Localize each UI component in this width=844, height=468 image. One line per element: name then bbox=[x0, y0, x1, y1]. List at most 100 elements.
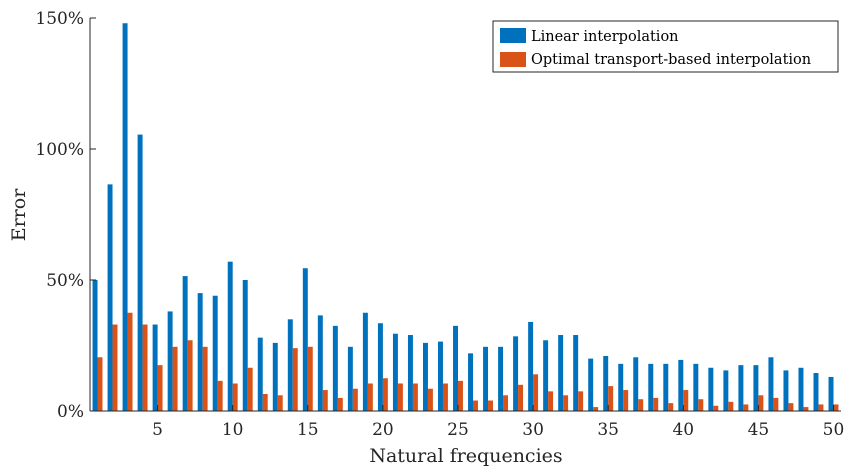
bar-linear-26 bbox=[468, 353, 474, 411]
bar-optimal-transport-44 bbox=[743, 404, 749, 411]
bar-optimal-transport-40 bbox=[683, 390, 689, 411]
bar-linear-6 bbox=[167, 311, 173, 411]
x-tick-label-50: 50 bbox=[823, 420, 844, 440]
bar-linear-8 bbox=[197, 293, 203, 411]
x-tick-label-25: 25 bbox=[447, 420, 469, 440]
bar-optimal-transport-47 bbox=[788, 403, 794, 411]
bar-optimal-transport-3 bbox=[127, 312, 133, 411]
bar-linear-30 bbox=[528, 321, 534, 411]
x-tick-label-10: 10 bbox=[222, 420, 244, 440]
bar-optimal-transport-13 bbox=[277, 395, 283, 411]
bar-optimal-transport-7 bbox=[187, 340, 193, 411]
bar-optimal-transport-34 bbox=[593, 407, 599, 411]
bar-optimal-transport-48 bbox=[803, 407, 809, 411]
bar-linear-18 bbox=[347, 346, 353, 411]
bar-optimal-transport-46 bbox=[773, 397, 779, 411]
bar-linear-27 bbox=[483, 346, 489, 411]
legend-swatch-linear bbox=[500, 28, 526, 43]
bar-linear-49 bbox=[813, 373, 819, 411]
legend-entry-linear: Linear interpolation bbox=[531, 29, 679, 45]
bar-optimal-transport-43 bbox=[728, 401, 734, 411]
bar-linear-50 bbox=[828, 376, 834, 411]
bar-linear-17 bbox=[332, 325, 338, 411]
legend-box bbox=[492, 20, 839, 73]
bar-linear-5 bbox=[152, 324, 158, 411]
bar-linear-29 bbox=[513, 336, 519, 411]
bar-linear-41 bbox=[693, 363, 699, 411]
bar-linear-7 bbox=[182, 276, 188, 411]
bar-linear-15 bbox=[302, 268, 308, 411]
x-tick-label-15: 15 bbox=[297, 420, 319, 440]
bar-optimal-transport-27 bbox=[488, 400, 493, 411]
x-tick-label-35: 35 bbox=[597, 420, 619, 440]
bar-optimal-transport-38 bbox=[653, 397, 659, 411]
bar-optimal-transport-5 bbox=[157, 365, 163, 411]
axes bbox=[89, 18, 841, 412]
bar-linear-3 bbox=[122, 23, 128, 412]
bar-optimal-transport-12 bbox=[262, 393, 268, 411]
bar-optimal-transport-39 bbox=[668, 403, 674, 411]
bar-optimal-transport-8 bbox=[202, 346, 208, 411]
bar-optimal-transport-9 bbox=[217, 380, 223, 411]
bar-linear-31 bbox=[543, 340, 549, 411]
bar-optimal-transport-20 bbox=[382, 378, 388, 411]
bar-optimal-transport-10 bbox=[232, 383, 238, 411]
bar-optimal-transport-33 bbox=[578, 391, 584, 411]
bar-optimal-transport-42 bbox=[713, 405, 719, 411]
bar-optimal-transport-4 bbox=[142, 324, 148, 411]
x-tick-label-40: 40 bbox=[672, 420, 694, 440]
bar-optimal-transport-45 bbox=[758, 395, 764, 411]
bar-optimal-transport-17 bbox=[337, 397, 343, 411]
bar-optimal-transport-18 bbox=[352, 388, 358, 411]
bar-optimal-transport-2 bbox=[112, 324, 118, 411]
bar-optimal-transport-22 bbox=[412, 383, 418, 411]
legend: Linear interpolation Optimal transport-b… bbox=[492, 20, 839, 73]
bar-linear-1 bbox=[92, 280, 98, 411]
bar-optimal-transport-24 bbox=[442, 383, 448, 411]
bar-optimal-transport-50 bbox=[833, 404, 839, 411]
bar-linear-48 bbox=[798, 367, 804, 411]
bar-optimal-transport-21 bbox=[397, 383, 403, 411]
bar-linear-39 bbox=[663, 363, 669, 411]
y-axis-label: Error bbox=[8, 188, 30, 241]
bar-linear-38 bbox=[648, 363, 654, 411]
bar-linear-36 bbox=[618, 363, 624, 411]
bar-optimal-transport-15 bbox=[307, 346, 313, 411]
bar-linear-28 bbox=[498, 346, 504, 411]
bar-optimal-transport-29 bbox=[518, 384, 524, 411]
bar-optimal-transport-1 bbox=[97, 357, 103, 411]
bar-optimal-transport-31 bbox=[548, 391, 554, 411]
legend-swatch-optimal-transport bbox=[500, 52, 526, 67]
y-tick-label-50: 50% bbox=[46, 271, 84, 291]
bar-optimal-transport-11 bbox=[247, 367, 253, 411]
x-tick-label-20: 20 bbox=[372, 420, 394, 440]
x-axis-label: Natural frequencies bbox=[369, 445, 562, 467]
bar-linear-22 bbox=[407, 335, 413, 411]
bar-optimal-transport-30 bbox=[533, 374, 539, 411]
bar-optimal-transport-37 bbox=[638, 399, 644, 411]
bar-linear-14 bbox=[287, 319, 293, 411]
bar-optimal-transport-23 bbox=[427, 388, 433, 411]
bar-linear-11 bbox=[242, 280, 248, 411]
bar-linear-46 bbox=[768, 357, 774, 411]
bar-linear-37 bbox=[633, 357, 639, 411]
bar-linear-4 bbox=[137, 134, 143, 411]
y-tick-label-100: 100% bbox=[35, 140, 84, 160]
bar-linear-23 bbox=[422, 342, 428, 411]
legend-entry-optimal-transport: Optimal transport-based interpolation bbox=[531, 52, 811, 68]
bar-linear-40 bbox=[678, 359, 684, 411]
bar-optimal-transport-32 bbox=[563, 395, 569, 411]
bar-optimal-transport-14 bbox=[292, 348, 298, 411]
bar-linear-20 bbox=[377, 323, 383, 411]
bar-linear-9 bbox=[212, 295, 218, 411]
bar-linear-35 bbox=[603, 355, 609, 411]
y-tick-label-0: 0% bbox=[57, 402, 84, 422]
bar-linear-13 bbox=[272, 342, 278, 411]
bar-linear-47 bbox=[783, 370, 789, 411]
bar-optimal-transport-41 bbox=[698, 399, 704, 411]
bar-optimal-transport-36 bbox=[623, 390, 629, 411]
bar-linear-25 bbox=[453, 325, 458, 411]
bar-optimal-transport-6 bbox=[172, 346, 178, 411]
bar-optimal-transport-26 bbox=[473, 400, 478, 411]
